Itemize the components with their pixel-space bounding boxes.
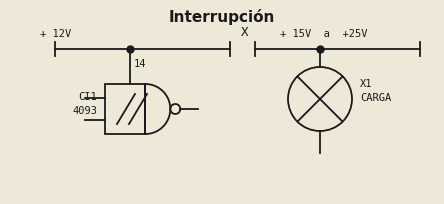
Text: + 15V  a  +25V: + 15V a +25V: [280, 29, 368, 39]
Text: X: X: [241, 26, 249, 39]
Text: X1
CARGA: X1 CARGA: [360, 79, 391, 103]
Circle shape: [170, 104, 180, 114]
Bar: [105, 84, 145, 134]
Text: + 12V: + 12V: [40, 29, 71, 39]
Text: 14: 14: [134, 59, 147, 69]
Text: CI1
4093: CI1 4093: [72, 92, 97, 116]
Text: Interrupción: Interrupción: [169, 9, 275, 25]
